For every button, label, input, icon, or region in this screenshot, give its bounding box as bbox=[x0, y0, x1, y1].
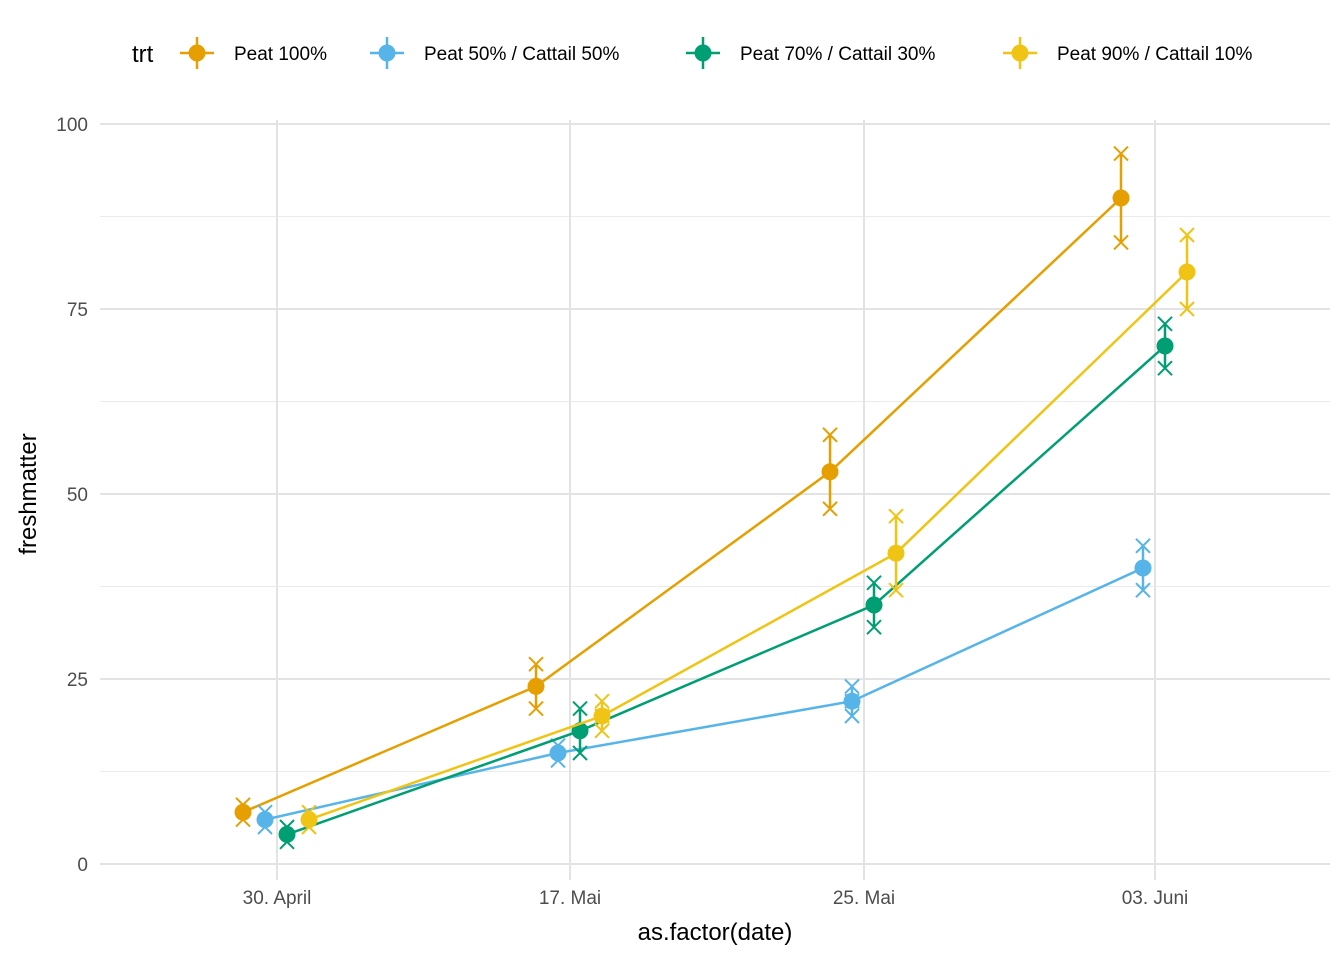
y-tick-label: 50 bbox=[67, 485, 88, 506]
legend-key-point bbox=[694, 44, 712, 62]
y-tick-label: 75 bbox=[67, 300, 88, 321]
series-line bbox=[286, 345, 1166, 836]
x-tick-label: 25. Mai bbox=[833, 888, 895, 909]
legend-item: Peat 50% / Cattail 50% bbox=[370, 37, 619, 69]
series-group bbox=[234, 145, 1130, 828]
replicate-marker bbox=[844, 678, 860, 695]
mean-point bbox=[278, 825, 296, 843]
legend-key-point bbox=[378, 44, 396, 62]
mean-point bbox=[300, 811, 318, 829]
mean-point bbox=[865, 596, 883, 614]
legend-key-point bbox=[188, 44, 206, 62]
mean-point bbox=[843, 692, 861, 710]
replicate-marker bbox=[1179, 227, 1195, 243]
replicate-marker bbox=[822, 501, 838, 517]
legend-item: Peat 90% / Cattail 10% bbox=[1003, 37, 1252, 69]
legend-label: Peat 90% / Cattail 10% bbox=[1057, 44, 1252, 65]
legend-item: Peat 100% bbox=[180, 37, 327, 69]
replicate-marker bbox=[572, 745, 588, 761]
replicate-marker bbox=[572, 700, 588, 717]
replicate-marker bbox=[1157, 360, 1173, 376]
legend-label: Peat 50% / Cattail 50% bbox=[424, 44, 619, 65]
replicate-marker bbox=[1113, 234, 1129, 251]
series-group bbox=[278, 316, 1174, 850]
replicate-marker bbox=[866, 619, 882, 635]
series-group bbox=[300, 227, 1196, 835]
legend-label: Peat 100% bbox=[234, 44, 327, 65]
mean-point bbox=[821, 463, 839, 481]
x-tick-label: 17. Mai bbox=[539, 888, 601, 909]
replicate-marker bbox=[1135, 538, 1151, 554]
x-tick-label: 30. April bbox=[243, 888, 312, 909]
series-line bbox=[242, 197, 1122, 814]
x-tick-label: 03. Juni bbox=[1122, 888, 1189, 909]
replicate-marker bbox=[528, 700, 544, 717]
mean-point bbox=[1112, 189, 1130, 207]
series-group bbox=[256, 538, 1152, 835]
replicate-marker bbox=[888, 582, 904, 598]
x-axis-title: as.factor(date) bbox=[638, 919, 793, 946]
mean-point bbox=[234, 803, 252, 821]
legend-label: Peat 70% / Cattail 30% bbox=[740, 44, 935, 65]
y-tick-label: 25 bbox=[67, 670, 88, 691]
replicate-marker bbox=[822, 427, 838, 443]
y-axis-title: freshmatter bbox=[15, 433, 42, 554]
mean-point bbox=[256, 811, 274, 829]
series-layer bbox=[234, 145, 1196, 850]
legend-key-point bbox=[1011, 44, 1029, 62]
legend-item: Peat 70% / Cattail 30% bbox=[686, 37, 935, 69]
mean-point bbox=[527, 677, 545, 695]
y-tick-label: 100 bbox=[56, 115, 88, 136]
legend: trt Peat 100% Peat 50% / Cattail 50% Peat 7… bbox=[132, 37, 1252, 69]
replicate-marker bbox=[888, 508, 904, 524]
mean-point bbox=[1134, 559, 1152, 577]
replicate-marker bbox=[1135, 582, 1151, 598]
replicate-marker bbox=[1157, 316, 1173, 332]
mean-point bbox=[549, 744, 567, 762]
replicate-marker bbox=[594, 723, 610, 739]
replicate-marker bbox=[594, 693, 610, 709]
replicate-marker bbox=[844, 708, 860, 724]
axis-layer: 0 25 50 75 100 30. April 17. Mai 25. Mai 03. Jun… bbox=[56, 115, 1188, 909]
replicate-marker bbox=[1179, 301, 1195, 317]
series-line bbox=[264, 566, 1144, 821]
replicate-marker bbox=[528, 656, 544, 672]
mean-point bbox=[1156, 337, 1174, 355]
mean-point bbox=[887, 544, 905, 562]
mean-point bbox=[593, 707, 611, 725]
mean-point bbox=[1178, 263, 1196, 281]
grid-layer bbox=[100, 120, 1330, 880]
series-line bbox=[308, 271, 1188, 821]
replicate-marker bbox=[1113, 145, 1129, 162]
y-tick-label: 0 bbox=[77, 855, 88, 876]
replicate-marker bbox=[866, 575, 882, 591]
legend-title: trt bbox=[132, 41, 154, 68]
